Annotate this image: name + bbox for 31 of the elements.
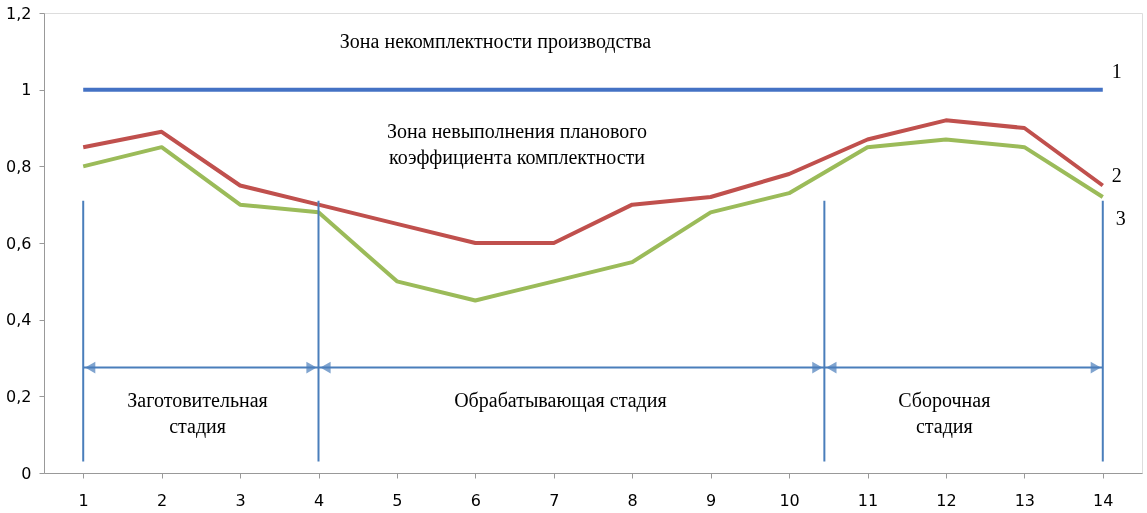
x-tick-label: 1: [78, 490, 89, 510]
x-tick-label: 6: [470, 490, 481, 510]
x-tick-label: 7: [549, 490, 560, 510]
annotation: Обрабатывающая стадия: [454, 389, 667, 413]
x-tick-label: 14: [1093, 490, 1114, 510]
y-tick-label: 1,2: [6, 3, 32, 23]
y-tick-label: 0: [21, 463, 32, 483]
line-series: [81, 118, 1105, 245]
series-label: 2: [1111, 163, 1122, 186]
y-tick-label: 0,2: [6, 386, 32, 406]
x-tick-label: 8: [627, 490, 638, 510]
x-tick-label: 9: [706, 490, 717, 510]
series-label: 1: [1111, 59, 1122, 82]
y-tick-label: 0,6: [6, 233, 32, 253]
x-tick-label: 2: [157, 490, 168, 510]
series-label: 3: [1115, 207, 1126, 229]
x-tick-label: 5: [392, 490, 403, 510]
line-series: [81, 137, 1105, 303]
x-tick-label: 10: [779, 490, 800, 510]
annotation: Сборочная стадия: [898, 389, 991, 439]
annotation: Заготовительная стадия: [127, 389, 268, 439]
x-tick-label: 13: [1014, 490, 1036, 510]
y-tick-label: 0,8: [6, 156, 32, 176]
y-tick-label: 0,4: [6, 310, 32, 330]
y-tick-label: 1: [21, 80, 32, 100]
x-tick-label: 12: [936, 490, 957, 510]
x-tick-label: 4: [313, 490, 325, 510]
annotation: Зона некомплектности производства: [339, 29, 652, 53]
annotation: Зона невыполнения планового коэффициента комплектности: [387, 119, 647, 169]
x-tick-label: 3: [235, 490, 246, 510]
x-tick-label: 11: [857, 490, 879, 510]
